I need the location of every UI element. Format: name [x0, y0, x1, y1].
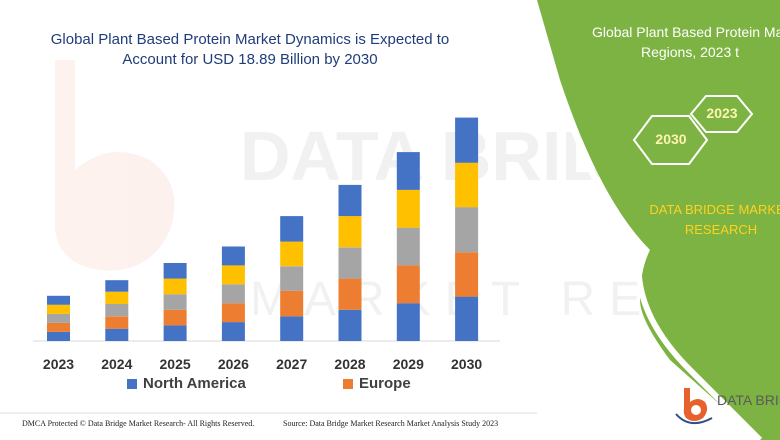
bar-segment-2023-series-1: [47, 332, 70, 341]
bar-segment-2023-series-4: [47, 304, 70, 314]
bar-segment-2027-series-2: [280, 290, 304, 317]
green-panel: [537, 0, 780, 440]
bar-segment-2029-series-1: [396, 303, 420, 341]
legend-swatch-europe: [343, 378, 353, 389]
bar-segment-2030-series-1: [455, 296, 479, 341]
bar-segment-2029-series-3: [396, 227, 420, 266]
right-panel-title: Global Plant Based Protein Mar Regions, …: [560, 22, 780, 62]
bar-segment-2023-series-2: [47, 322, 70, 332]
bar-segment-2029-series-5: [396, 152, 420, 190]
chart-title-line-1: Global Plant Based Protein Market Dynami…: [50, 31, 450, 48]
x-tick-label-2025: 2025: [160, 356, 191, 372]
bar-segment-2024-series-1: [105, 328, 129, 341]
hexagon-2030-icon: [632, 115, 709, 165]
legend-item-north-america: North America: [127, 375, 246, 392]
bar-segment-2025-series-5: [163, 263, 187, 279]
logo-text: DATA BRID: [717, 392, 780, 408]
bar-segment-2027-series-4: [280, 241, 304, 267]
hex-label-2023: 2023: [706, 105, 738, 121]
x-tick-label-2023: 2023: [43, 356, 74, 372]
x-tick-label-2029: 2029: [393, 356, 424, 372]
bar-segment-2030-series-4: [455, 162, 479, 208]
chart-title-line-2: Account for USD 18.89 Billion by 2030: [122, 51, 378, 68]
bar-segment-2028-series-1: [338, 309, 362, 341]
bar-segment-2026-series-3: [221, 284, 245, 304]
legend-swatch-north-america: [127, 378, 137, 389]
bar-segment-2027-series-1: [280, 316, 304, 341]
bar-segment-2025-series-2: [163, 309, 187, 326]
bar-segment-2026-series-4: [221, 265, 245, 285]
hex-label-2030: 2030: [655, 131, 687, 147]
bar-segment-2024-series-5: [105, 280, 129, 292]
bar-segment-2027-series-5: [280, 216, 304, 242]
panel-divider: [529, 0, 763, 440]
bar-segment-2026-series-2: [221, 303, 245, 323]
bar-segment-2023-series-5: [47, 295, 70, 305]
bar-segment-2023-series-3: [47, 313, 70, 323]
bar-segment-2028-series-4: [338, 216, 362, 248]
legend-label-europe: Europe: [359, 375, 411, 392]
bar-segment-2028-series-2: [338, 278, 362, 310]
bar-segment-2030-series-2: [455, 252, 479, 297]
company-name-line-2: RESEARCH: [684, 222, 758, 237]
bar-segment-2025-series-3: [163, 294, 187, 310]
x-tick-label-2026: 2026: [218, 356, 249, 372]
bar-segment-2026-series-5: [221, 246, 245, 266]
company-name-line-1: DATA BRIDGE MARKET: [649, 202, 780, 217]
x-tick-label-2027: 2027: [276, 356, 307, 372]
bar-segment-2027-series-3: [280, 266, 304, 291]
bar-segment-2029-series-2: [396, 265, 420, 304]
chart-title: Global Plant Based Protein Market Dynami…: [20, 30, 480, 70]
bar-segment-2025-series-1: [163, 325, 187, 341]
hexagon-2023-icon: [689, 95, 754, 133]
bar-segment-2028-series-3: [338, 247, 362, 279]
right-panel-title-line-1: Global Plant Based Protein Mar: [591, 24, 780, 40]
bar-segment-2030-series-5: [455, 117, 479, 163]
bar-segment-2029-series-4: [396, 189, 420, 228]
x-tick-label-2030: 2030: [451, 356, 482, 372]
bar-segment-2030-series-3: [455, 207, 479, 253]
bar-segment-2024-series-2: [105, 316, 129, 329]
bar-segment-2024-series-3: [105, 304, 129, 317]
company-logo-icon: [675, 388, 713, 425]
legend-label-north-america: North America: [143, 375, 246, 392]
legend-item-europe: Europe: [343, 375, 411, 392]
bar-segment-2028-series-5: [338, 184, 362, 217]
bar-segment-2025-series-4: [163, 278, 187, 295]
footer-copyright: DMCA Protected © Data Bridge Market Rese…: [22, 419, 255, 428]
bar-segment-2024-series-4: [105, 291, 129, 304]
x-tick-label-2024: 2024: [101, 356, 132, 372]
footer-source: Source: Data Bridge Market Research Mark…: [283, 419, 499, 428]
bar-segment-2026-series-1: [221, 322, 245, 341]
right-panel-title-line-2: Regions, 2023 t: [640, 44, 740, 60]
company-name: DATA BRIDGE MARKET RESEARCH: [626, 200, 780, 240]
x-tick-label-2028: 2028: [334, 356, 365, 372]
